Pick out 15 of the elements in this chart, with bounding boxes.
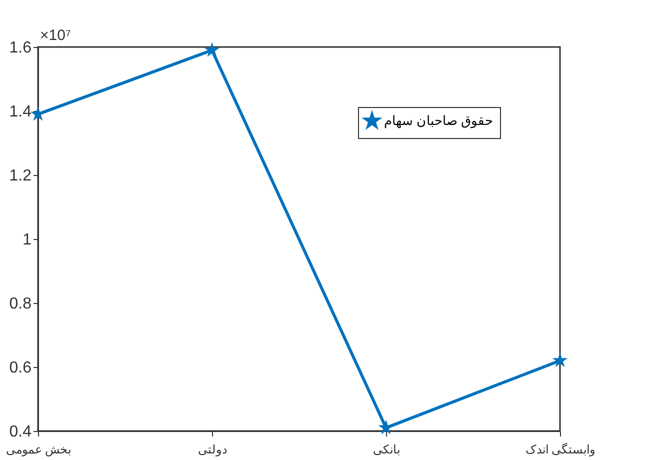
x-tick-label: بخش عمومی: [6, 442, 72, 456]
x-tick-label: بانکی: [373, 442, 400, 456]
y-tick-label: 1: [22, 232, 32, 248]
y-tick-label: 0.8: [9, 296, 32, 312]
y-tick-label: 1.6: [9, 40, 32, 56]
y-tick-label: 1.2: [9, 168, 32, 184]
y-tick-label: 1.4: [9, 104, 32, 120]
legend-label: حقوق صاحبان سهام: [384, 113, 494, 129]
y-tick-label: 0.6: [9, 360, 32, 376]
x-tick-label: وابستگی اندک: [525, 442, 596, 456]
point: [204, 42, 220, 57]
x-tick-label: دولتی: [198, 442, 227, 456]
text: ×10⁷: [40, 27, 71, 44]
point: [552, 352, 568, 368]
y-tick-label: 0.4: [9, 424, 32, 440]
